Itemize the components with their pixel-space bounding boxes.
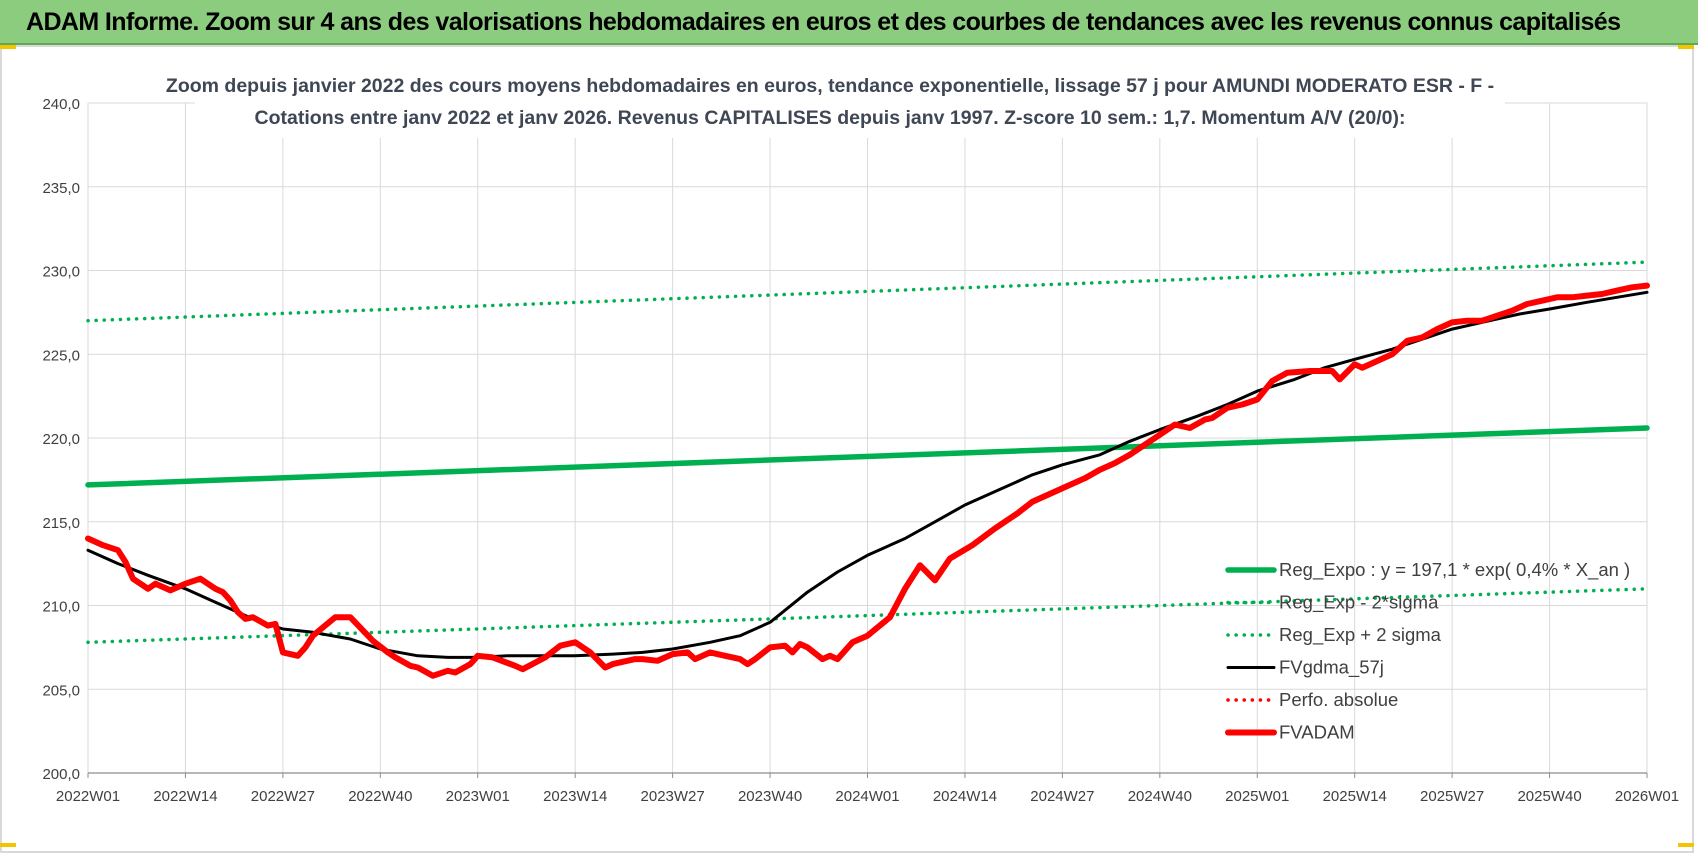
reg-exp-minus-2sigma-line [86, 587, 1649, 645]
y-tick-label: 215,0 [42, 515, 80, 532]
x-tick-label: 2023W40 [738, 788, 802, 805]
frame-corner-marker [0, 843, 16, 847]
y-tick-label: 235,0 [42, 180, 80, 197]
frame-corner-marker [1678, 843, 1694, 847]
legend-reg-expo-label: Reg_Expo : y = 197,1 * exp( 0,4% * X_an … [1279, 559, 1630, 581]
x-tick-label: 2022W27 [251, 788, 315, 805]
y-tick-label: 240,0 [42, 96, 80, 113]
legend-reg-exp-minus-label: Reg_Exp - 2*sigma [1279, 592, 1439, 614]
chart-title-background [195, 70, 1505, 138]
legend-reg-exp-plus-label: Reg_Exp + 2 sigma [1279, 624, 1442, 646]
x-tick-label: 2025W14 [1323, 788, 1387, 805]
reg-expo-line [85, 425, 1650, 488]
chart-title-line1: Zoom depuis janvier 2022 des cours moyen… [166, 75, 1494, 97]
x-tick-label: 2023W14 [543, 788, 607, 805]
x-tick-label: 2024W01 [835, 788, 899, 805]
fvadam-line [85, 282, 1650, 679]
y-tick-label: 220,0 [42, 431, 80, 448]
legend-fvadam-label: FVADAM [1279, 722, 1355, 743]
report-banner-title: ADAM Informe. Zoom sur 4 ans des valoris… [26, 8, 1621, 36]
chart-legend: Reg_Expo : y = 197,1 * exp( 0,4% * X_an … [1225, 559, 1630, 743]
chart-title-line2: Cotations entre janv 2022 et janv 2026. … [255, 107, 1406, 129]
x-tick-label: 2024W14 [933, 788, 997, 805]
x-tick-label: 2023W27 [641, 788, 705, 805]
legend-perfo-label: Perfo. absolue [1279, 689, 1398, 710]
chart-frame [0, 45, 1694, 853]
y-tick-label: 210,0 [42, 599, 80, 616]
y-tick-label: 230,0 [42, 264, 80, 281]
x-tick-label: 2025W27 [1420, 788, 1484, 805]
x-tick-label: 2022W14 [153, 788, 217, 805]
x-tick-label: 2024W40 [1128, 788, 1192, 805]
x-tick-label: 2025W40 [1517, 788, 1581, 805]
y-tick-label: 225,0 [42, 347, 80, 364]
axes: 200,0 205,0 210,0 215,0 220,0 225,0 230,0 235,0… [42, 96, 1679, 805]
legend-fvgdma-label: FVgdma_57j [1279, 657, 1384, 679]
x-tick-label: 2023W01 [446, 788, 510, 805]
report-banner: ADAM Informe. Zoom sur 4 ans des valoris… [0, 0, 1698, 45]
x-tick-label: 2026W01 [1615, 788, 1679, 805]
reg-exp-plus-2sigma-line [86, 260, 1649, 323]
x-tick-label: 2024W27 [1030, 788, 1094, 805]
y-tick-label: 200,0 [42, 766, 80, 783]
frame-corner-marker [0, 45, 16, 49]
fvgdma-57j-line [86, 290, 1649, 659]
x-tick-label: 2025W01 [1225, 788, 1289, 805]
x-tick-label: 2022W01 [56, 788, 120, 805]
x-tick-label: 2022W40 [348, 788, 412, 805]
chart-series [85, 260, 1650, 679]
y-tick-label: 205,0 [42, 682, 80, 699]
frame-corner-marker [1678, 45, 1694, 49]
